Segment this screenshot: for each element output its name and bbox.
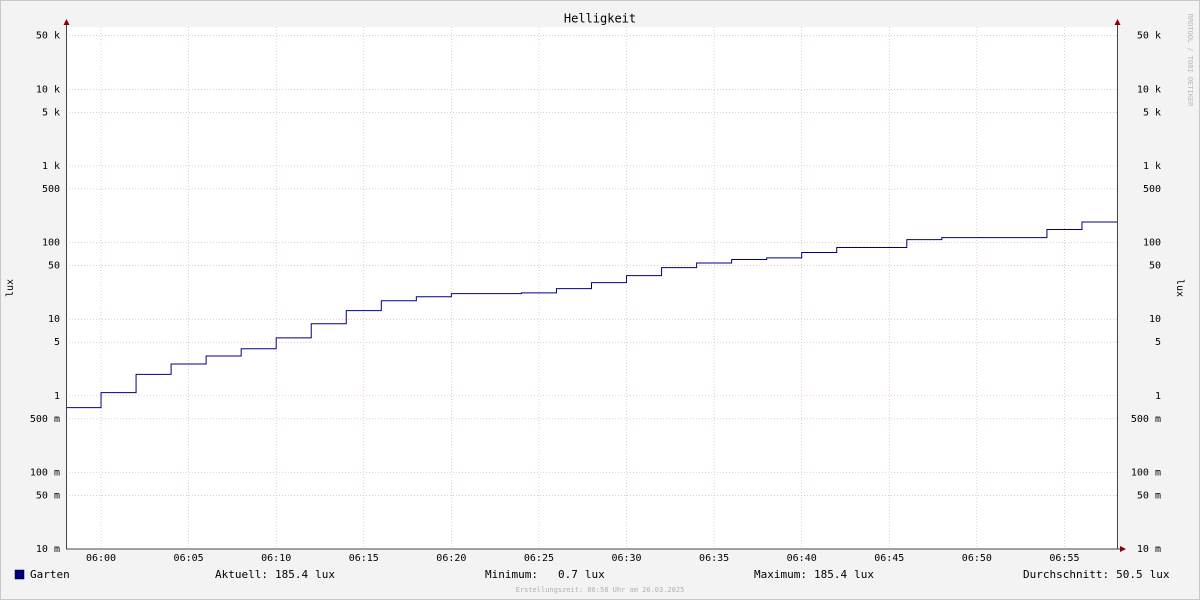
y2-tick-label: 10	[1149, 314, 1161, 325]
stat: Aktuell: 185.4 lux	[215, 568, 335, 581]
x-tick-label: 06:50	[962, 553, 992, 564]
stat-value: 0.7	[558, 568, 578, 581]
grid	[66, 27, 1117, 550]
y2-tick-label: 50	[1149, 261, 1161, 272]
legend-swatch	[14, 569, 25, 580]
axis-arrow	[1120, 546, 1126, 552]
y-tick-label: 10 k	[36, 84, 60, 95]
legend-label: Garten	[30, 568, 70, 581]
x-tick-label: 06:05	[174, 553, 204, 564]
y2-tick-label: 100 m	[1131, 467, 1161, 478]
y2-tick-label: 10 k	[1137, 84, 1161, 95]
y2-tick-label: 500 m	[1131, 414, 1161, 425]
stat: Minimum: 0.7 lux	[485, 568, 605, 581]
x-tick-label: 06:40	[787, 553, 817, 564]
y-tick-label: 5 k	[42, 107, 60, 118]
y-tick-label: 500	[42, 184, 60, 195]
y2-tick-label: 100	[1143, 238, 1161, 249]
plot	[66, 221, 1117, 409]
y2-tick-label: 5	[1155, 337, 1161, 348]
y-tick-label: 50 m	[36, 490, 60, 501]
stat-value: 185.4	[275, 568, 308, 581]
y2-tick-label: 5 k	[1143, 107, 1161, 118]
stat-unit: lux	[1150, 568, 1170, 581]
y2-tick-label: 1 k	[1143, 161, 1161, 172]
y2-tick-label: 50 m	[1137, 490, 1161, 501]
stat: Maximum: 185.4 lux	[754, 568, 874, 581]
axis-arrow	[63, 19, 70, 25]
y-tick-label: 1	[54, 391, 60, 402]
stat-unit: lux	[854, 568, 874, 581]
y2-tick-label: 1	[1155, 391, 1161, 402]
y-tick-label: 100	[42, 238, 60, 249]
watermark: RRDTOOL / TOBI OETIKER	[1186, 14, 1194, 108]
y-tick-label: 10 m	[36, 544, 60, 555]
line	[66, 221, 1117, 409]
y-tick-label: 50	[48, 261, 60, 272]
y2-tick-label: 500	[1143, 184, 1161, 195]
footer: Erstellungszeit: 06:58 Uhr am 26.03.2025	[516, 586, 685, 594]
stat-value: 50.5	[1116, 568, 1143, 581]
x-tick-label: 06:30	[611, 553, 641, 564]
x-tick-label: 06:45	[874, 553, 904, 564]
x-tick-label: 06:55	[1049, 553, 1079, 564]
x-tick-label: 06:35	[699, 553, 729, 564]
y2-axis-label: lux	[1174, 279, 1185, 297]
y-tick-label: 50 k	[36, 31, 60, 42]
x-tick-label: 06:00	[86, 553, 116, 564]
y-tick-label: 500 m	[30, 414, 60, 425]
y-tick-label: 1 k	[42, 161, 60, 172]
x-tick-label: 06:15	[349, 553, 379, 564]
y-axis-label: lux	[5, 279, 16, 297]
stat-value: 185.4	[814, 568, 847, 581]
axis-arrow	[1114, 19, 1121, 25]
stat-unit: lux	[315, 568, 335, 581]
y-tick-label: 5	[54, 337, 60, 348]
y-tick-label: 10	[48, 314, 60, 325]
stat-label: Durchschnitt:	[1023, 568, 1109, 581]
y-tick-label: 100 m	[30, 467, 60, 478]
x-tick-label: 06:10	[261, 553, 291, 564]
y2-tick-label: 10 m	[1137, 544, 1161, 555]
stat: Durchschnitt: 50.5 lux	[1023, 568, 1170, 581]
x-tick-label: 06:25	[524, 553, 554, 564]
y2-tick-label: 50 k	[1137, 31, 1161, 42]
stat-label: Maximum:	[754, 568, 807, 581]
x-tick-label: 06:20	[436, 553, 466, 564]
chart-title: Helligkeit	[564, 12, 636, 26]
stat-unit: lux	[585, 568, 605, 581]
stat-label: Aktuell:	[215, 568, 268, 581]
stat-label: Minimum:	[485, 568, 538, 581]
